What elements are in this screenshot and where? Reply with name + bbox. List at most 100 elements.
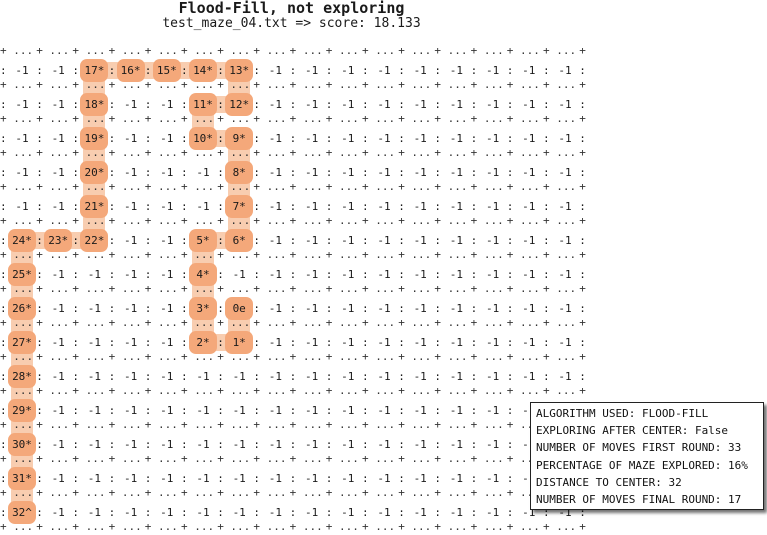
wall-separator: + ... — [217, 180, 251, 193]
cell-wall: : — [0, 506, 7, 519]
cell-wall: : — [217, 472, 224, 485]
cell-wall: : — [362, 234, 369, 247]
cell-wall: : — [543, 506, 550, 519]
cell-wall: : — [543, 64, 550, 77]
maze-cell: -1 — [485, 472, 500, 485]
wall-separator: + ... — [434, 350, 468, 363]
wall-separator: + ... — [253, 418, 287, 431]
maze-cell: -1 — [160, 370, 174, 383]
maze-cell: -1 — [196, 404, 210, 417]
maze-cell-visited: 7* — [232, 200, 246, 213]
wall-separator: + ... — [217, 486, 251, 499]
maze-cell: -1 — [268, 166, 283, 179]
cell-wall: : — [398, 166, 405, 179]
wall-separator: + ... — [325, 78, 359, 91]
cell-wall: : — [72, 404, 80, 417]
maze-cell: -1 — [268, 404, 283, 417]
maze-cell: -1 — [304, 336, 319, 349]
maze-cell-visited: 11* — [193, 98, 213, 111]
maze-cell: -1 — [485, 302, 500, 315]
maze-cell: -1 — [485, 200, 500, 213]
cell-wall: : — [325, 268, 333, 281]
maze-cell: -1 — [51, 370, 65, 383]
wall-separator: + ... — [36, 214, 70, 227]
maze-cell: -1 — [196, 506, 210, 519]
maze-cell-visited: 32^ — [12, 506, 32, 519]
cell-wall: : — [434, 268, 442, 281]
distance-line: DISTANCE TO CENTER: 32 — [536, 475, 682, 489]
cell-wall: : — [253, 336, 261, 349]
wall-separator: + ... — [181, 452, 215, 465]
cell-wall: : — [325, 438, 333, 451]
wall-separator: + ... — [289, 112, 323, 125]
wall-separator: + ... — [362, 78, 396, 91]
cell-wall: : — [108, 336, 116, 349]
cell-wall: : — [579, 370, 586, 383]
wall-separator: + ... — [181, 418, 215, 431]
wall-separator: + ... — [144, 486, 178, 499]
wall-separator: + ... — [434, 486, 468, 499]
cell-wall: : — [217, 506, 224, 519]
path-cell-highlight — [80, 59, 109, 82]
wall-separator: + ... — [181, 146, 215, 159]
wall-separator: + ... — [108, 44, 142, 57]
cell-wall: : — [144, 506, 152, 519]
maze-cell: -1 — [413, 370, 427, 383]
cell-wall: : — [72, 64, 80, 77]
wall-separator: + ... — [144, 180, 178, 193]
wall-separator: + ... — [144, 316, 178, 329]
maze-cell: -1 — [522, 234, 536, 247]
cell-wall: : — [579, 166, 586, 179]
wall-separator: + ... — [253, 180, 287, 193]
maze-cell: -1 — [123, 98, 138, 111]
maze-cell: -1 — [268, 336, 283, 349]
cell-wall: : — [543, 200, 550, 213]
cell-wall: : — [0, 268, 7, 281]
info-panel: ALGORITHM USED: FLOOD-FILL EXPLORING AFT… — [530, 402, 764, 510]
wall-separator: + ... — [362, 384, 396, 397]
path-cell-highlight — [8, 229, 36, 252]
maze-cell: -1 — [413, 200, 427, 213]
wall-separator: + ... — [470, 452, 504, 465]
cell-wall: : — [543, 370, 550, 383]
wall-separator: + ... — [0, 486, 34, 499]
maze-cell: -1 — [123, 132, 138, 145]
wall-separator: + ... — [470, 214, 504, 227]
wall-separator: + ... — [108, 350, 142, 363]
wall-separator: + ... — [181, 112, 215, 125]
maze-cell-visited: 30* — [12, 438, 32, 451]
wall-separator: + ... — [217, 282, 251, 295]
maze-cell: -1 — [87, 438, 102, 451]
cell-wall: : — [108, 200, 116, 213]
wall-separator: + ... — [253, 452, 287, 465]
cell-wall: : — [398, 98, 405, 111]
cell-wall: : — [362, 132, 369, 145]
maze-cell: -1 — [413, 472, 427, 485]
cell-wall: : — [217, 302, 224, 315]
wall-separator: + ... — [470, 384, 504, 397]
cell-wall: : — [579, 234, 586, 247]
wall-separator: + ... — [181, 282, 215, 295]
wall-separator: + ... — [181, 180, 215, 193]
cell-wall: : — [362, 98, 369, 111]
cell-wall: : — [325, 506, 333, 519]
maze-cell: -1 — [51, 64, 65, 77]
cell-wall: : — [434, 166, 442, 179]
maze-cell: -1 — [413, 336, 427, 349]
wall-separator: + ... — [36, 44, 70, 57]
wall-separator: + ... — [253, 44, 287, 57]
maze-cell: -1 — [232, 370, 246, 383]
maze-cell: -1 — [449, 132, 464, 145]
maze-cell: -1 — [522, 268, 536, 281]
maze-cell: -1 — [268, 438, 283, 451]
path-cell-highlight — [189, 127, 217, 150]
maze-cell: -1 — [341, 472, 355, 485]
path-cell-highlight — [8, 433, 36, 456]
wall-separator: + ... — [325, 112, 359, 125]
wall-separator: + ... — [470, 418, 504, 431]
cell-wall: : — [289, 370, 297, 383]
path-cell-highlight — [8, 467, 36, 490]
wall-separator: + ... — [470, 282, 504, 295]
wall-separator: + ... — [144, 350, 178, 363]
wall-separator: + ... — [0, 452, 34, 465]
